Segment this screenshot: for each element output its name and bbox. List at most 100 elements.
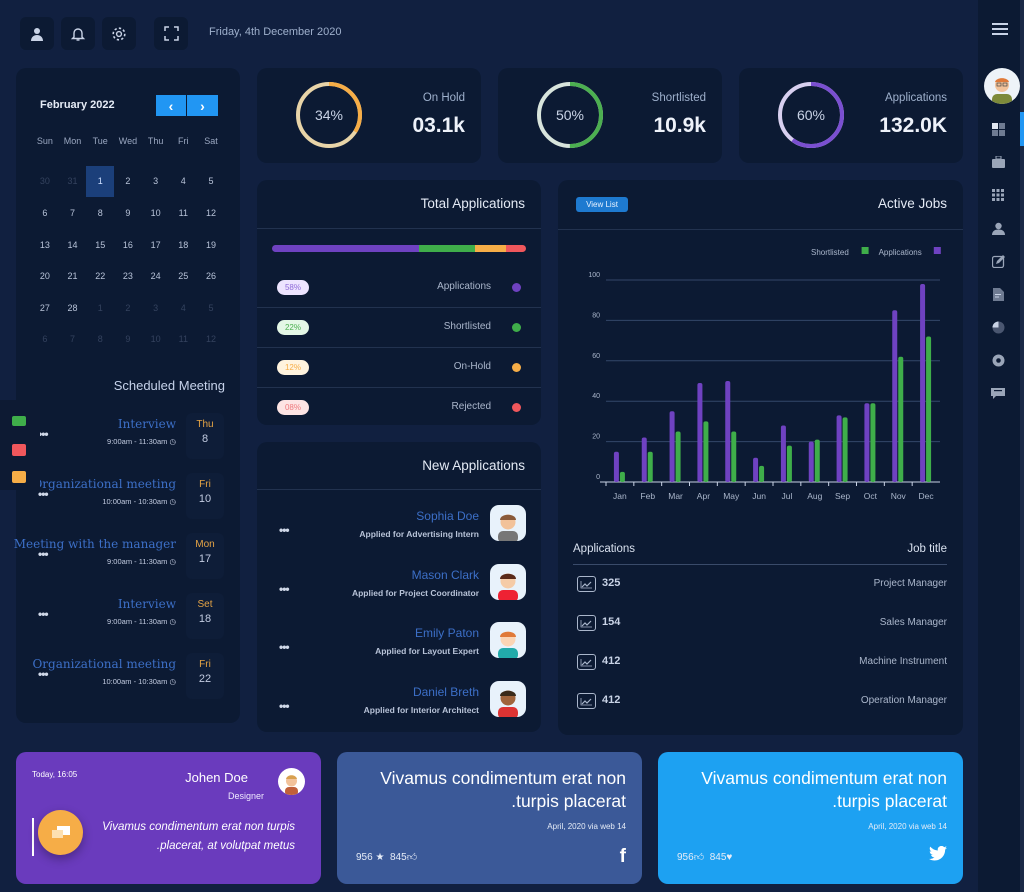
- settings-button[interactable]: [102, 17, 136, 50]
- scrollbar[interactable]: [1020, 0, 1024, 892]
- job-row[interactable]: 325 Project Manager: [573, 569, 947, 599]
- chat-icon[interactable]: [990, 386, 1006, 400]
- calendar-day[interactable]: 30: [39, 176, 50, 187]
- user-icon[interactable]: [990, 221, 1006, 235]
- fullscreen-button[interactable]: [154, 17, 188, 50]
- calendar-day[interactable]: 25: [178, 271, 189, 282]
- prev-month-button[interactable]: ‹: [156, 95, 187, 116]
- applicant-name[interactable]: Sophia Doe: [416, 509, 479, 523]
- chat-bubble-icon[interactable]: [12, 471, 26, 483]
- calendar-day[interactable]: 16: [122, 239, 133, 250]
- image-icon[interactable]: [12, 444, 26, 456]
- calendar-day[interactable]: 12: [205, 207, 216, 218]
- avatar[interactable]: [984, 68, 1020, 104]
- twitter-icon[interactable]: [929, 845, 947, 866]
- calendar-day[interactable]: 19: [205, 239, 216, 250]
- meeting-item[interactable]: ••• Meeting with the manager 9:00am - 11:3…: [14, 531, 240, 581]
- calendar-day[interactable]: 8: [97, 207, 103, 218]
- document-icon[interactable]: [990, 287, 1006, 301]
- calendar-day[interactable]: 9: [125, 207, 131, 218]
- applicant-name[interactable]: Emily Paton: [414, 626, 479, 640]
- calendar-day[interactable]: 1: [86, 165, 115, 198]
- calendar-day[interactable]: 15: [95, 239, 106, 250]
- view-list-button[interactable]: View List: [576, 197, 628, 212]
- calendar-day[interactable]: 21: [67, 271, 78, 282]
- calendar-day[interactable]: 17: [150, 239, 161, 250]
- applicant-name[interactable]: Mason Clark: [411, 567, 479, 582]
- menu-icon[interactable]: [992, 23, 1008, 35]
- more-options-icon[interactable]: •••: [38, 547, 49, 561]
- applicant-item[interactable]: ••• Mason Clark Applied for Project Coordi…: [257, 563, 541, 622]
- applicant-name[interactable]: Daniel Breth: [412, 684, 479, 699]
- calendar-day[interactable]: 5: [208, 176, 214, 187]
- meeting-item[interactable]: ••• Interview 9:00am - 11:30am ◷ Thu 8: [16, 411, 240, 461]
- calendar-day[interactable]: 14: [67, 239, 78, 250]
- calendar-day[interactable]: 3: [153, 302, 159, 313]
- calendar-day[interactable]: 11: [178, 207, 188, 218]
- x-tick-label: Mar: [668, 491, 683, 501]
- total-applications-card: Total Applications 58% Applications 22% Sho…: [257, 180, 541, 425]
- calendar-day[interactable]: 24: [150, 271, 161, 282]
- settings-icon[interactable]: [990, 353, 1006, 367]
- meeting-item[interactable]: ••• Interview 9:00am - 11:30am ◷ Set 18: [16, 591, 240, 641]
- next-month-button[interactable]: ›: [187, 95, 218, 116]
- more-options-icon[interactable]: •••: [279, 640, 290, 654]
- calendar-day[interactable]: 26: [205, 271, 216, 282]
- calendar-day[interactable]: 12: [205, 334, 216, 345]
- job-row[interactable]: 412 Operation Manager: [573, 686, 947, 716]
- dashboard-icon[interactable]: [990, 122, 1006, 136]
- calendar-day[interactable]: 4: [180, 302, 186, 313]
- progress-ring: [296, 82, 362, 148]
- briefcase-icon[interactable]: [990, 155, 1006, 169]
- more-options-icon[interactable]: •••: [38, 667, 49, 681]
- meeting-item[interactable]: ••• Organizational meeting 10:00am - 10:30…: [16, 471, 240, 521]
- pie-chart-icon[interactable]: [990, 320, 1006, 334]
- applicant-item[interactable]: ••• Sophia Doe Applied for Advertising Int…: [257, 505, 541, 563]
- calendar-day[interactable]: 2: [125, 176, 131, 187]
- more-options-icon[interactable]: •••: [279, 698, 290, 713]
- calendar-day[interactable]: 6: [42, 207, 48, 218]
- calendar-day[interactable]: 22: [95, 271, 106, 282]
- calendar-day[interactable]: 7: [70, 207, 76, 218]
- meeting-item[interactable]: ••• Organizational meeting 10:00am - 10:30…: [16, 651, 240, 701]
- calendar-day[interactable]: 27: [39, 302, 50, 313]
- more-options-icon[interactable]: •••: [38, 487, 49, 501]
- applicant-item[interactable]: ••• Emily Paton Applied for Layout Expert: [257, 622, 541, 680]
- calendar-day[interactable]: 7: [70, 334, 76, 345]
- calendar-day[interactable]: 10: [150, 334, 161, 345]
- applicant-item[interactable]: ••• Daniel Breth Applied for Interior Arch…: [257, 680, 541, 739]
- job-row[interactable]: 154 Sales Manager: [573, 608, 947, 638]
- calendar-day[interactable]: 2: [125, 302, 131, 313]
- profile-button[interactable]: [20, 17, 54, 50]
- calendar-day[interactable]: 11: [178, 334, 188, 345]
- job-row[interactable]: 412 Machine Instrument: [573, 647, 947, 677]
- more-options-icon[interactable]: •••: [38, 607, 49, 621]
- calendar-day[interactable]: 20: [39, 271, 50, 282]
- calendar-day[interactable]: 18: [178, 239, 189, 250]
- edit-icon[interactable]: [990, 254, 1006, 268]
- calendar-day[interactable]: 3: [153, 176, 159, 187]
- calendar-day[interactable]: 4: [180, 176, 186, 187]
- calendar-day[interactable]: 23: [122, 271, 133, 282]
- meeting-time: 9:00am - 11:30am ◷: [107, 617, 176, 626]
- more-options-icon[interactable]: •••: [38, 427, 49, 441]
- calendar-day[interactable]: 10: [150, 207, 161, 218]
- money-icon[interactable]: [12, 416, 26, 426]
- calendar-day[interactable]: 13: [39, 239, 50, 250]
- calendar-day[interactable]: 8: [97, 334, 103, 345]
- facebook-icon[interactable]: f: [619, 846, 626, 867]
- calendar-day[interactable]: 6: [42, 334, 48, 345]
- calendar-day[interactable]: 5: [208, 302, 214, 313]
- calendar-day[interactable]: 9: [125, 334, 131, 345]
- more-options-icon[interactable]: •••: [279, 581, 290, 596]
- calendar-day[interactable]: 28: [67, 302, 78, 313]
- calendar-day[interactable]: 1: [97, 302, 103, 313]
- stat-percent: 50%: [555, 107, 585, 123]
- apps-grid-icon[interactable]: [990, 188, 1006, 202]
- twitter-stats: 956👍︎ 845♥: [677, 851, 732, 863]
- more-options-icon[interactable]: •••: [279, 523, 290, 537]
- chat-button[interactable]: [38, 810, 83, 855]
- calendar-day[interactable]: 31: [67, 176, 78, 187]
- notifications-button[interactable]: [61, 17, 95, 50]
- applicant-avatar: [490, 505, 526, 541]
